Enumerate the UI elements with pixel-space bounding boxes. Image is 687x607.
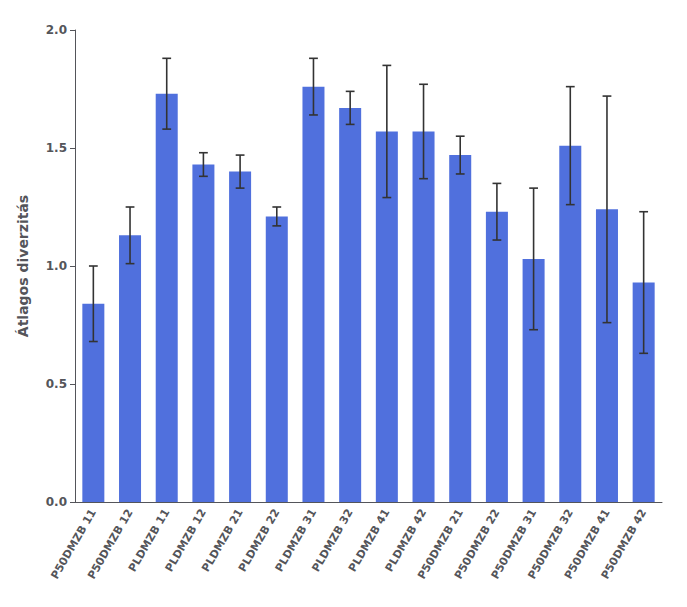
svg-text:PLDMZB 32: PLDMZB 32 bbox=[309, 506, 356, 575]
svg-text:0.0: 0.0 bbox=[46, 495, 67, 509]
svg-text:1.5: 1.5 bbox=[46, 141, 67, 155]
svg-text:Átlagos diverzitás: Átlagos diverzitás bbox=[15, 195, 31, 337]
svg-text:P50DMZB 11: P50DMZB 11 bbox=[48, 506, 99, 582]
svg-text:P50DMZB 12: P50DMZB 12 bbox=[85, 507, 136, 582]
svg-text:P50DMZB 22: P50DMZB 22 bbox=[451, 506, 503, 582]
svg-text:PLDMZB 11: PLDMZB 11 bbox=[125, 506, 173, 575]
svg-text:PLDMZB 41: PLDMZB 41 bbox=[345, 506, 393, 575]
svg-text:P50DMZB 42: P50DMZB 42 bbox=[599, 507, 650, 582]
svg-text:1.0: 1.0 bbox=[46, 259, 67, 273]
svg-text:P50DMZB 21: P50DMZB 21 bbox=[415, 506, 466, 582]
svg-text:PLDMZB 21: PLDMZB 21 bbox=[199, 506, 246, 575]
svg-text:PLDMZB 22: PLDMZB 22 bbox=[235, 506, 283, 575]
svg-text:PLDMZB 42: PLDMZB 42 bbox=[382, 506, 430, 575]
svg-text:PLDMZB 31: PLDMZB 31 bbox=[272, 506, 320, 575]
svg-text:P50DMZB 32: P50DMZB 32 bbox=[525, 506, 576, 582]
svg-text:P50DMZB 31: P50DMZB 31 bbox=[488, 506, 540, 582]
svg-text:2.0: 2.0 bbox=[46, 23, 67, 37]
svg-text:0.5: 0.5 bbox=[46, 377, 67, 391]
svg-text:PLDMZB 12: PLDMZB 12 bbox=[162, 506, 209, 575]
svg-text:P50DMZB 41: P50DMZB 41 bbox=[561, 506, 613, 582]
